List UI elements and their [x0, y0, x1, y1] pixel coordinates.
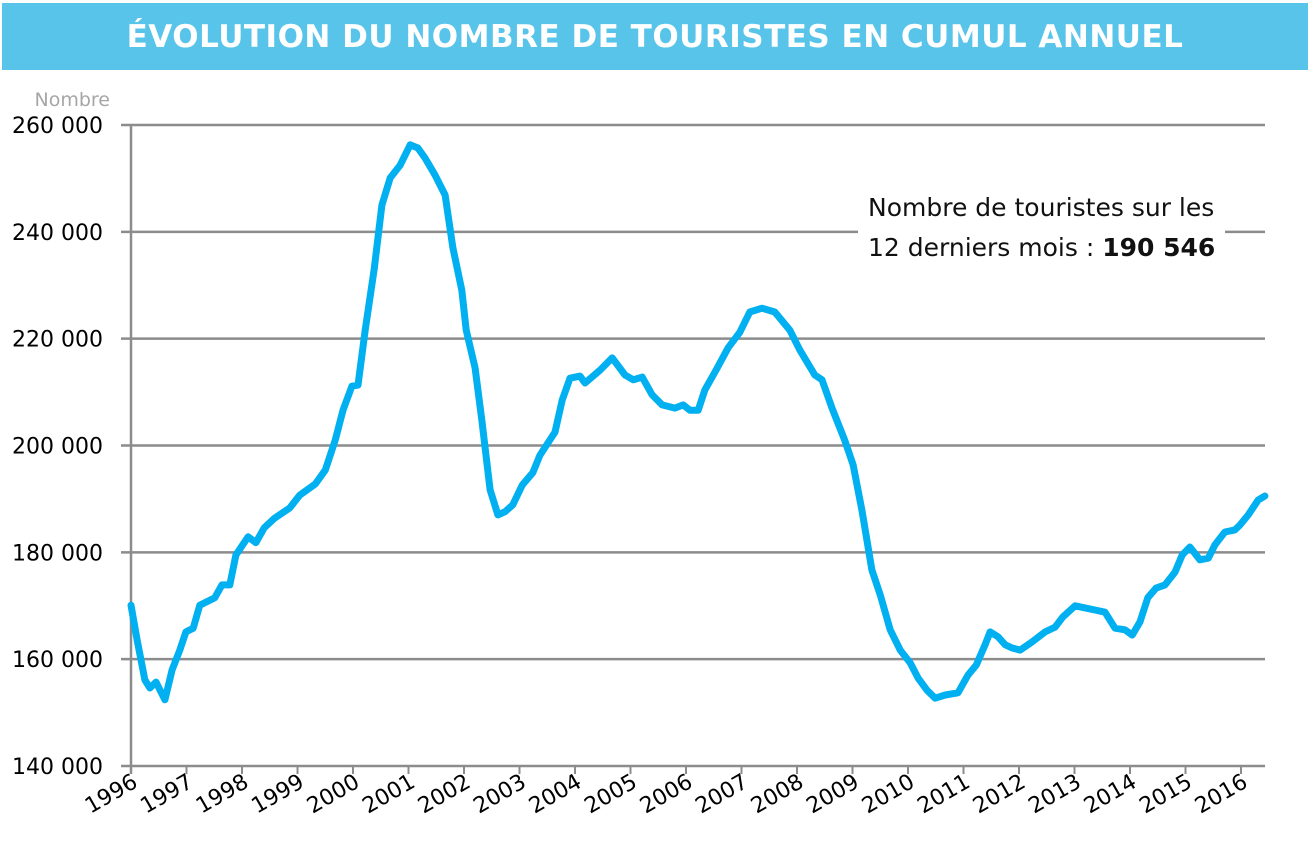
x-tick-label: 2014 [1080, 770, 1141, 820]
y-axis-label: Nombre [35, 89, 111, 111]
annotation: Nombre de touristes sur les 12 derniers … [858, 186, 1226, 270]
x-tick-label: 1999 [248, 770, 309, 820]
chart-title-banner: ÉVOLUTION DU NOMBRE DE TOURISTES EN CUMU… [2, 3, 1308, 70]
x-tick-label: 2000 [303, 770, 364, 820]
y-tick-label: 220 000 [12, 328, 103, 353]
y-tick-label: 200 000 [12, 435, 103, 460]
annotation-line1: Nombre de touristes sur les [868, 193, 1215, 222]
x-tick-label: 2009 [803, 770, 864, 820]
y-tick-label: 260 000 [12, 114, 103, 139]
annotation-line2-prefix: 12 derniers mois : [868, 233, 1103, 262]
series-line [127, 141, 1269, 704]
x-tick-label: 2005 [581, 770, 642, 820]
x-tick-label: 2001 [359, 770, 420, 820]
x-tick-label: 2013 [1025, 770, 1086, 820]
x-tick-label: 2012 [969, 770, 1030, 820]
x-tick-label: 2007 [692, 770, 753, 820]
x-tick-label: 1997 [137, 770, 198, 820]
annotation-value: 190 546 [1102, 233, 1216, 262]
x-tick-label: 2002 [414, 770, 475, 820]
x-tick-label: 2004 [525, 770, 586, 820]
x-tick-label: 2008 [747, 770, 808, 820]
chart-title: ÉVOLUTION DU NOMBRE DE TOURISTES EN CUMU… [126, 18, 1184, 55]
x-tick-label: 2011 [914, 770, 975, 820]
y-tick-label: 140 000 [12, 755, 103, 780]
y-tick-label: 180 000 [12, 541, 103, 566]
x-tick-label: 2003 [470, 770, 531, 820]
x-tick-label: 2016 [1191, 770, 1252, 820]
x-tick-label: 1998 [192, 770, 253, 820]
x-tick-label: 2010 [858, 770, 919, 820]
x-tick-label: 2006 [636, 770, 697, 820]
y-tick-label: 240 000 [12, 221, 103, 246]
y-tick-label: 160 000 [12, 648, 103, 673]
x-tick-label: 2015 [1136, 770, 1197, 820]
